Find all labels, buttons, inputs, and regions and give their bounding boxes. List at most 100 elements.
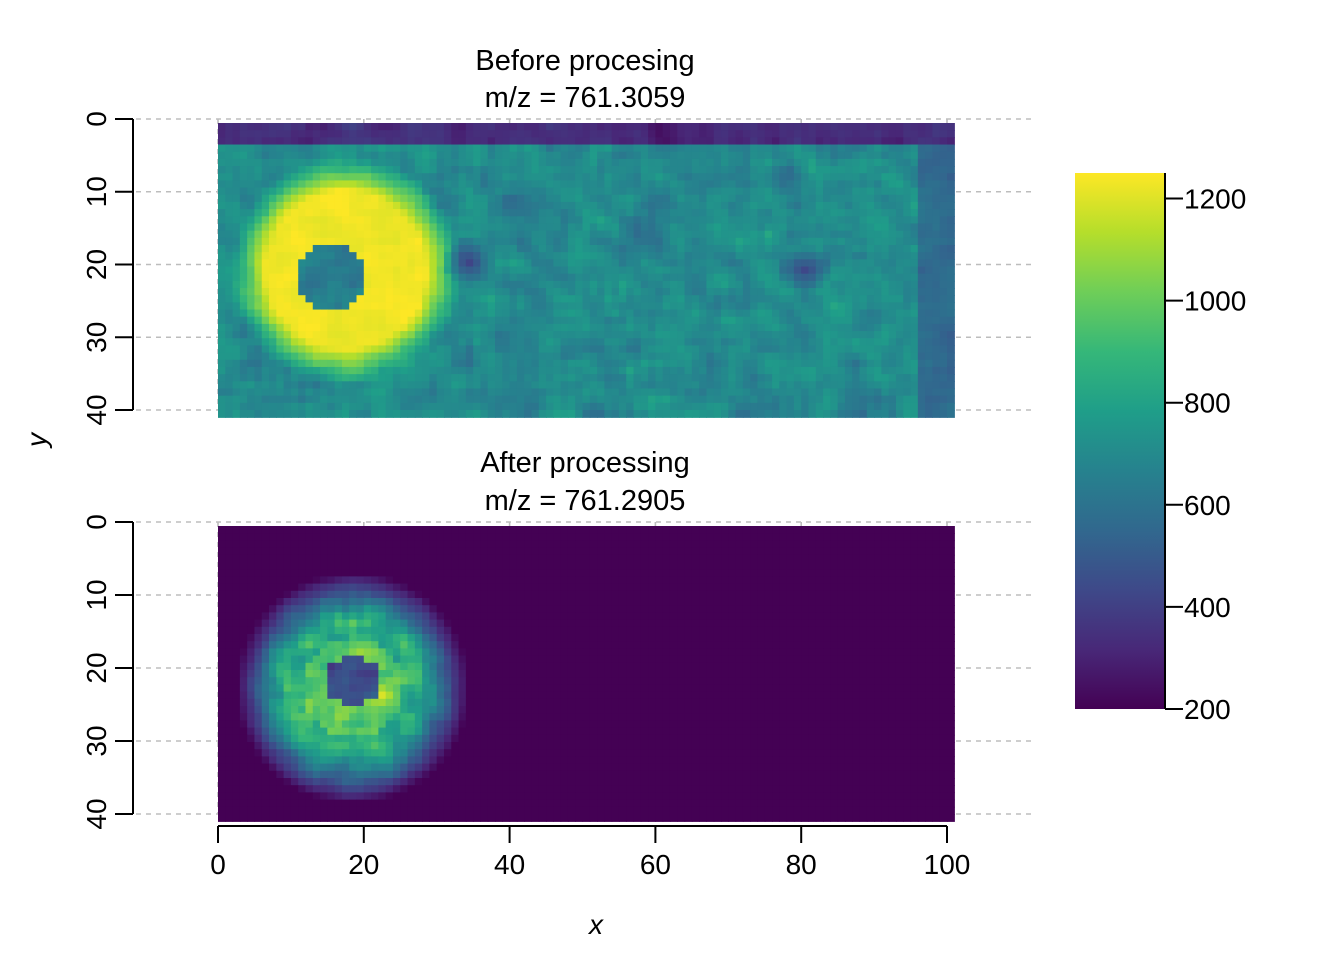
heat-cell [866,316,875,325]
heat-cell [684,137,693,146]
heat-cell [538,266,547,275]
heat-cell [604,266,613,275]
heat-cell [786,323,795,332]
heat-cell [567,230,576,239]
heat-cell [655,562,664,570]
heat-cell [473,410,482,418]
heat-cell [808,259,817,268]
heat-cell [589,151,598,160]
heat-cell [801,402,810,411]
heat-cell [225,223,234,232]
heat-cell [604,223,613,232]
heat-cell [495,244,503,253]
heat-cell [524,547,533,556]
heat-cell [509,576,518,585]
heat-cell [356,158,365,167]
heat-cell [509,252,518,261]
heat-cell [713,209,722,217]
heat-cell [320,554,328,563]
heat-cell [538,410,547,418]
heat-cell [247,576,256,585]
heat-cell [844,252,853,261]
heat-cell [553,554,562,563]
heat-cell [597,533,605,542]
heat-cell [786,295,795,304]
heat-cell [312,352,321,361]
heat-cell [290,562,299,570]
heat-cell [691,395,700,404]
heat-cell [290,230,299,239]
heat-cell [655,366,664,375]
heat-cell [823,230,831,239]
heat-cell [640,266,649,275]
heat-cell [721,381,729,390]
heat-cell [662,244,671,253]
heat-cell [852,381,861,390]
heat-cell [895,540,904,549]
heat-cell [852,331,861,339]
heat-cell [254,302,263,311]
heat-cell [779,187,788,196]
heat-cell [487,569,496,578]
heat-cell [254,151,263,160]
heat-cell [604,374,613,383]
heat-cell [837,323,846,332]
heat-cell [597,338,605,347]
heat-cell [422,410,431,418]
heat-cell [808,576,817,585]
heat-cell [218,331,226,339]
heat-cell [414,158,423,167]
heat-cell [327,209,336,217]
heat-cell [458,194,467,203]
heat-cell [859,209,868,217]
heat-cell [327,259,336,268]
heat-cell [414,151,423,160]
heat-cell [283,402,292,411]
heat-cell [487,137,496,146]
heat-cell [575,402,584,411]
heat-cell [480,194,489,203]
heat-cell [538,194,547,203]
heat-cell [597,576,605,585]
heat-cell [385,388,394,397]
heat-cell [378,323,387,332]
heat-cell [677,547,686,556]
heat-cell [801,259,810,268]
heat-cell [407,295,416,304]
heat-cell [553,230,562,239]
heat-cell [735,388,744,397]
heat-cell [830,158,839,167]
heat-cell [750,540,759,549]
heat-cell [560,366,569,375]
heat-cell [932,151,941,160]
heat-cell [808,374,817,383]
heat-cell [844,158,853,167]
heat-cell [830,137,839,146]
heat-cell [538,309,547,318]
heat-cell [239,316,248,325]
heat-cell [633,309,642,318]
heat-cell [320,130,328,139]
heat-cell [823,323,831,332]
heat-cell [451,223,460,232]
heat-cell [691,273,700,282]
heat-cell [626,302,635,311]
heat-cell [932,576,941,585]
heat-cell [735,381,744,390]
heat-cell [895,123,904,131]
heat-cell [327,216,336,225]
heat-cell [808,144,817,153]
heat-cell [793,259,802,268]
heat-cell [443,526,452,534]
heat-cell [815,216,824,225]
heat-cell [786,381,795,390]
heat-cell [626,402,635,411]
heat-cell [531,316,540,325]
heat-cell [290,540,299,549]
heat-cell [436,244,445,253]
heat-cell [378,345,387,354]
heat-cell [925,266,934,275]
heat-cell [407,252,416,261]
heat-cell [881,244,890,253]
heat-cell [378,526,387,534]
